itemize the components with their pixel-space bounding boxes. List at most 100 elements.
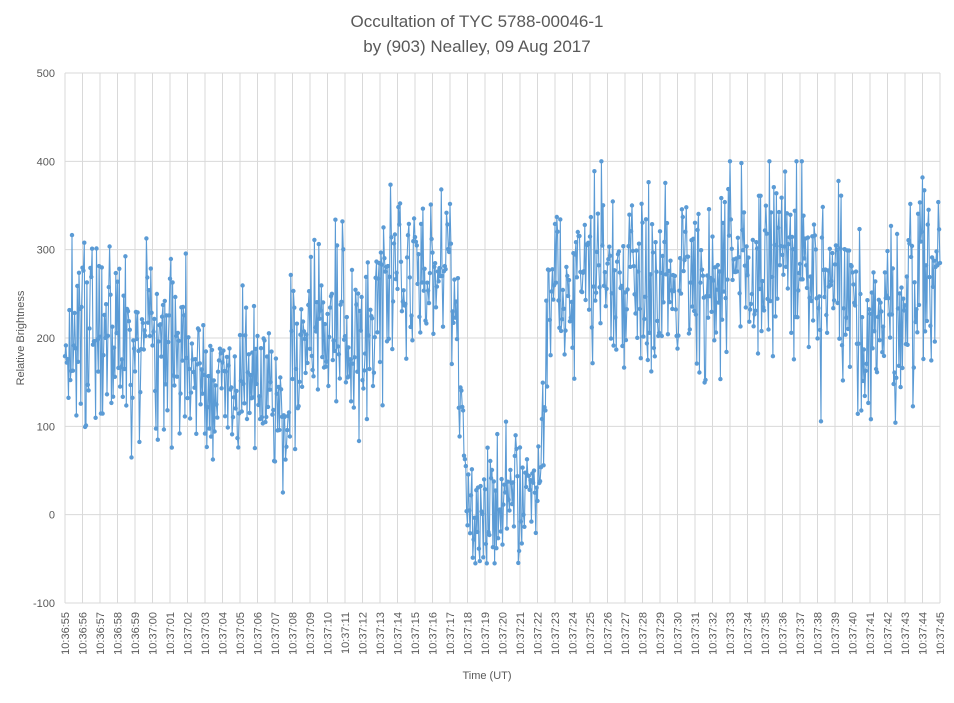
data-point <box>429 236 434 242</box>
data-point <box>81 268 86 273</box>
data-point <box>775 225 781 230</box>
data-point <box>658 270 664 276</box>
data-point <box>758 193 763 198</box>
data-point <box>404 356 409 361</box>
data-point <box>293 366 299 372</box>
data-point <box>349 267 355 273</box>
data-point <box>532 490 538 495</box>
data-point <box>418 221 424 227</box>
data-point <box>838 193 844 198</box>
data-point <box>346 345 351 350</box>
data-point <box>256 402 261 408</box>
data-point <box>922 329 928 334</box>
data-point <box>619 283 624 289</box>
data-point <box>663 180 668 186</box>
data-point <box>664 220 670 226</box>
data-point <box>661 300 666 305</box>
data-point <box>929 255 935 260</box>
data-point <box>203 349 209 354</box>
data-point <box>800 277 805 282</box>
data-point <box>666 268 671 274</box>
data-point <box>385 263 391 269</box>
data-point <box>879 309 884 314</box>
data-point <box>252 445 258 451</box>
data-point <box>376 276 381 281</box>
data-point <box>886 296 891 301</box>
data-point <box>518 519 524 524</box>
data-point <box>635 269 641 274</box>
data-point <box>476 546 482 551</box>
data-point <box>465 523 470 528</box>
data-point <box>847 364 853 369</box>
data-point <box>558 328 564 334</box>
data-point <box>841 306 846 311</box>
data-point <box>508 467 513 473</box>
data-point <box>586 307 592 312</box>
data-point <box>415 281 420 287</box>
data-point <box>663 272 669 277</box>
data-point <box>389 235 394 240</box>
data-point <box>885 248 890 254</box>
data-point <box>126 319 132 324</box>
x-tick-label: 10:37:18 <box>463 612 475 655</box>
data-point <box>813 247 818 252</box>
data-point <box>417 314 422 319</box>
data-point <box>722 199 727 205</box>
y-tick-label: 500 <box>37 68 55 80</box>
data-point <box>472 515 477 520</box>
data-point <box>258 346 264 351</box>
y-axis-title: Relative Brightness <box>15 290 27 385</box>
data-point <box>72 310 77 316</box>
data-point <box>339 299 344 304</box>
data-point <box>104 392 110 397</box>
data-point <box>426 300 432 306</box>
data-point <box>444 210 449 215</box>
data-point <box>238 378 244 383</box>
data-point <box>467 508 472 513</box>
data-point <box>695 227 700 233</box>
data-point <box>790 247 796 252</box>
data-point <box>144 236 149 241</box>
data-point <box>202 431 208 436</box>
data-point <box>455 276 461 281</box>
data-point <box>181 313 187 318</box>
y-tick-label: 200 <box>37 333 55 345</box>
data-point <box>838 246 843 251</box>
data-point <box>899 285 904 290</box>
data-point <box>408 324 413 330</box>
data-point <box>506 497 511 502</box>
data-point <box>744 244 749 249</box>
data-point <box>691 236 696 241</box>
data-point <box>367 366 372 372</box>
data-point <box>185 395 190 401</box>
data-point <box>533 530 538 536</box>
data-point <box>152 388 158 394</box>
data-point <box>237 332 243 338</box>
data-point <box>606 257 611 262</box>
data-point <box>383 269 388 274</box>
data-point <box>399 309 405 314</box>
data-point <box>285 427 290 433</box>
data-point <box>519 541 524 546</box>
data-point <box>468 493 474 498</box>
data-point <box>437 265 442 271</box>
x-tick-label: 10:37:37 <box>795 612 807 655</box>
data-point <box>86 388 91 393</box>
data-point <box>344 314 349 320</box>
data-point <box>704 294 709 299</box>
data-point <box>895 306 901 311</box>
data-point <box>719 317 725 322</box>
data-point <box>588 214 594 220</box>
data-point <box>97 334 103 339</box>
data-point <box>931 258 937 263</box>
data-point <box>698 280 703 285</box>
data-point <box>612 268 617 273</box>
data-point <box>846 248 852 253</box>
data-point <box>863 368 868 373</box>
data-point <box>720 220 726 226</box>
data-point <box>108 292 113 297</box>
data-point <box>775 296 780 301</box>
data-point <box>531 468 537 473</box>
data-point <box>507 508 512 513</box>
data-point <box>124 403 129 408</box>
